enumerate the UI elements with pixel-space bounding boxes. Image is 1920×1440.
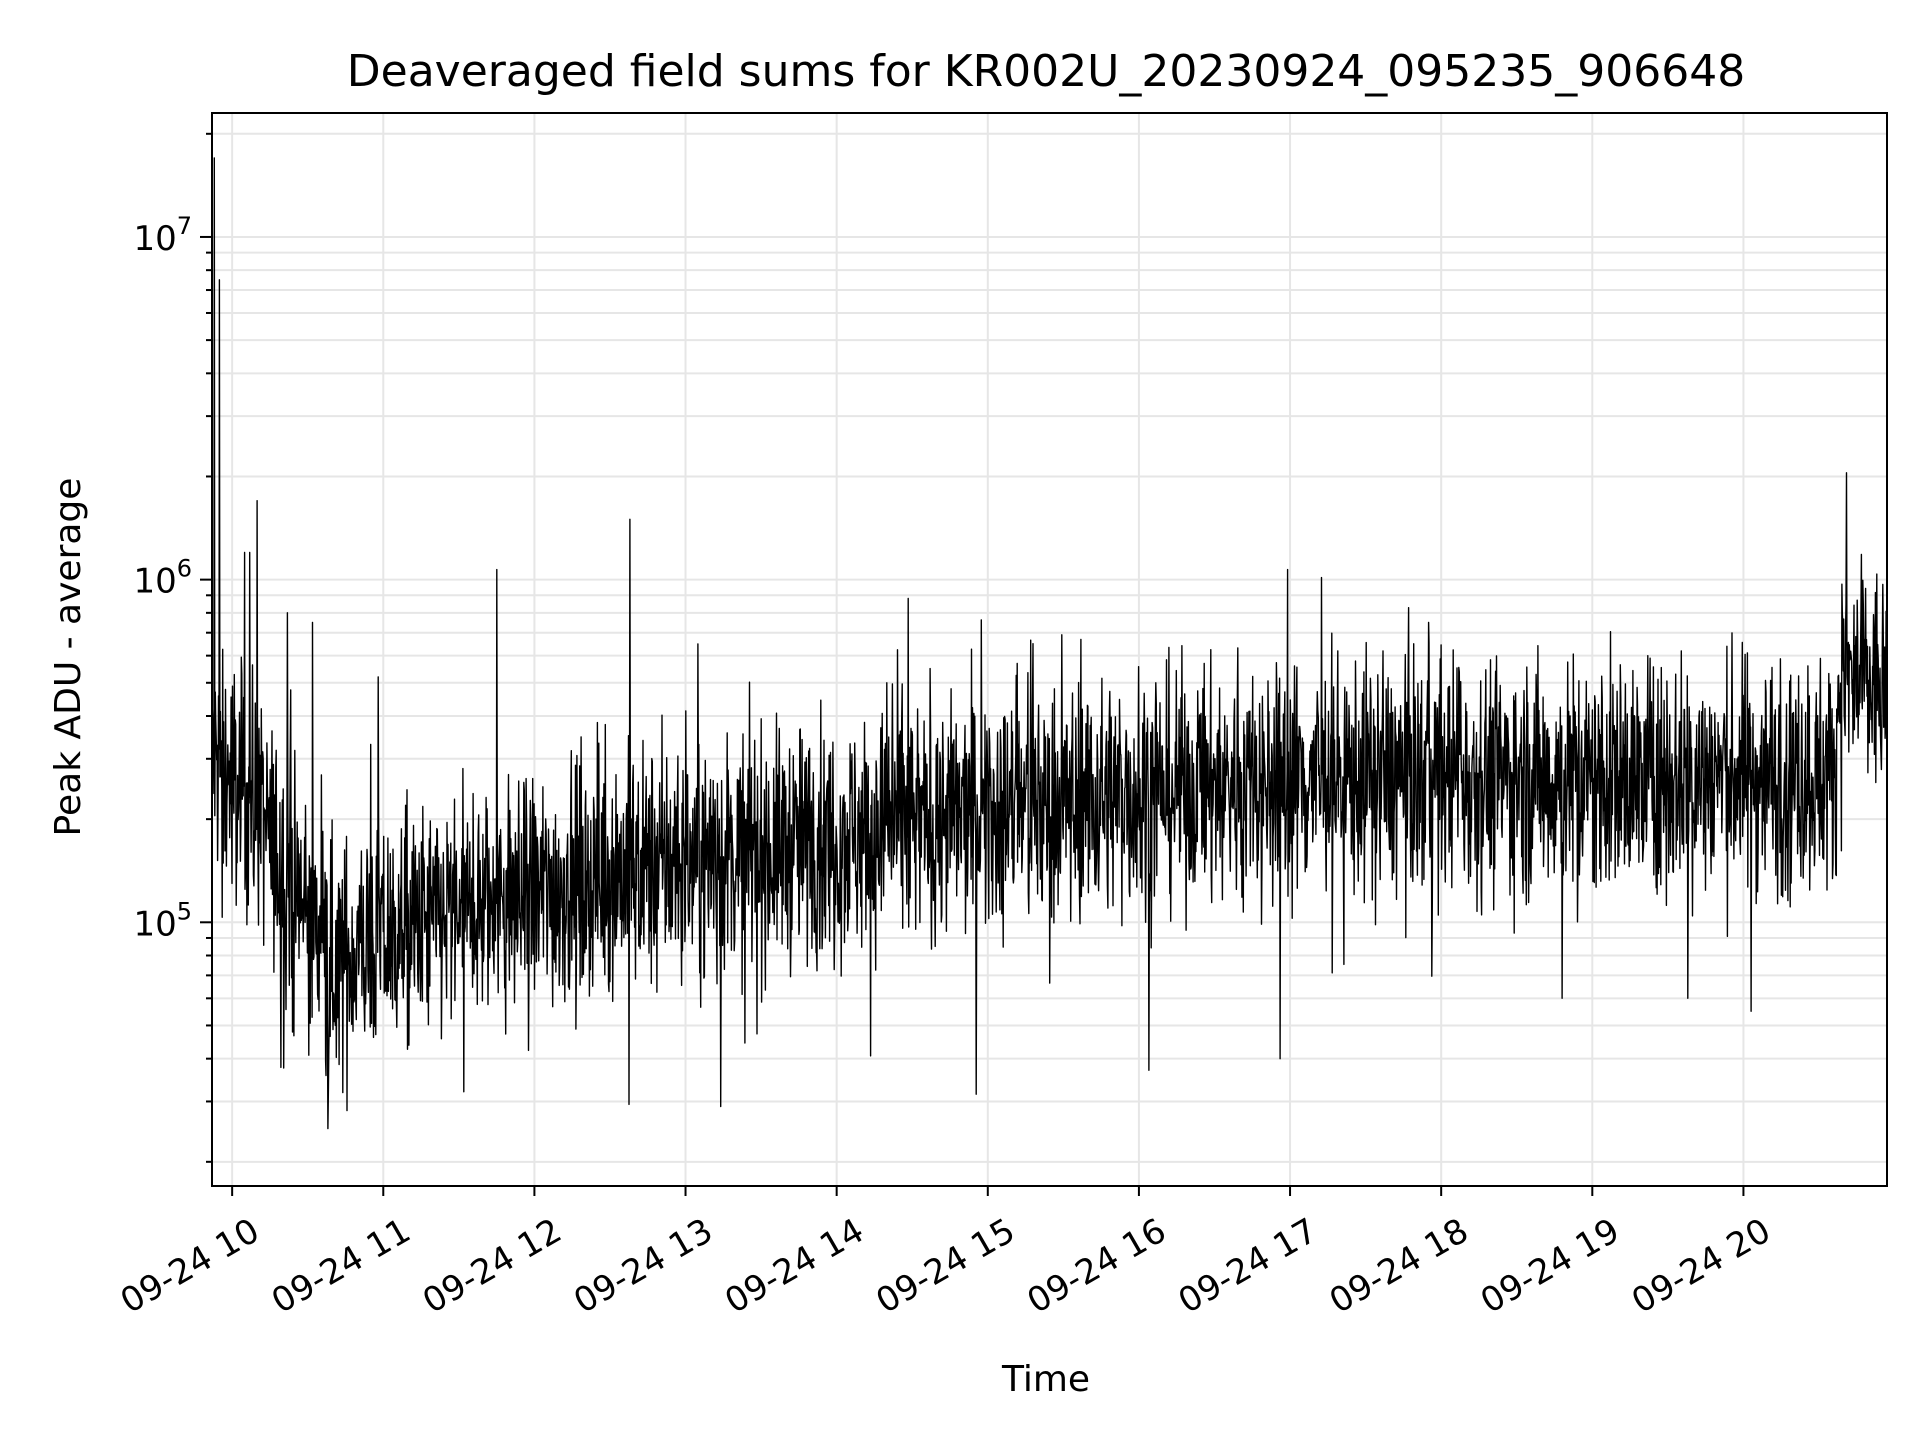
x-tick-label: 09-24 14	[718, 1211, 870, 1322]
x-tick-label: 09-24 19	[1474, 1211, 1626, 1322]
y-tick-label: 107	[133, 212, 192, 259]
y-axis-label: Peak ADU - average	[48, 478, 89, 837]
y-tick-base: 10	[133, 219, 176, 259]
series-line	[211, 157, 1888, 1130]
y-tick-exponent: 6	[177, 555, 192, 583]
x-axis-label: Time	[1001, 1359, 1090, 1400]
y-tick-label: 105	[133, 897, 192, 944]
y-tick-exponent: 7	[177, 212, 192, 240]
grid-lines	[212, 113, 1887, 1186]
x-tick-label: 09-24 18	[1323, 1211, 1475, 1322]
x-tick-label: 09-24 10	[114, 1211, 266, 1322]
y-tick-label: 106	[133, 555, 192, 602]
chart-title: Deaveraged field sums for KR002U_2023092…	[347, 46, 1745, 97]
y-tick-exponent: 5	[177, 897, 192, 925]
x-tick-label: 09-24 17	[1172, 1211, 1324, 1322]
x-tick-label: 09-24 13	[567, 1211, 719, 1322]
x-tick-label: 09-24 16	[1021, 1211, 1173, 1322]
y-tick-base: 10	[133, 904, 176, 944]
data-series	[211, 157, 1888, 1130]
y-tick-base: 10	[133, 562, 176, 602]
x-tick-label: 09-24 12	[416, 1211, 568, 1322]
x-tick-label: 09-24 15	[869, 1211, 1021, 1322]
x-tick-label: 09-24 20	[1625, 1211, 1777, 1322]
plot-frame	[211, 112, 1888, 1187]
x-tick-label: 09-24 11	[265, 1211, 417, 1322]
